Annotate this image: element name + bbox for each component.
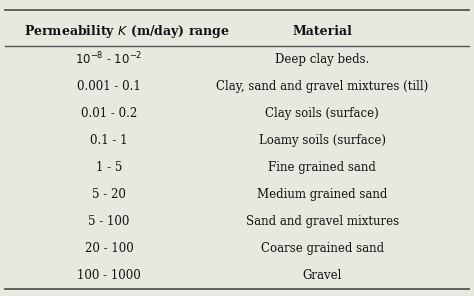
Text: Permeability $K$ (m/day) range: Permeability $K$ (m/day) range (24, 22, 230, 40)
Text: Deep clay beds.: Deep clay beds. (275, 53, 370, 66)
Text: 5 - 20: 5 - 20 (92, 188, 126, 201)
Text: 5 - 100: 5 - 100 (88, 215, 130, 228)
Text: 0.001 - 0.1: 0.001 - 0.1 (77, 80, 141, 93)
Text: Clay soils (surface): Clay soils (surface) (265, 107, 379, 120)
Text: Loamy soils (surface): Loamy soils (surface) (259, 134, 386, 147)
Text: Material: Material (292, 25, 352, 38)
Text: Medium grained sand: Medium grained sand (257, 188, 388, 201)
Text: Fine grained sand: Fine grained sand (268, 161, 376, 174)
Text: 1 - 5: 1 - 5 (96, 161, 122, 174)
Text: Gravel: Gravel (302, 268, 342, 281)
Text: Clay, sand and gravel mixtures (till): Clay, sand and gravel mixtures (till) (216, 80, 428, 93)
Text: Sand and gravel mixtures: Sand and gravel mixtures (246, 215, 399, 228)
Text: 0.1 - 1: 0.1 - 1 (90, 134, 128, 147)
Text: 100 - 1000: 100 - 1000 (77, 268, 141, 281)
Text: $10^{-8}$ - $10^{-2}$: $10^{-8}$ - $10^{-2}$ (75, 51, 143, 68)
Text: 0.01 - 0.2: 0.01 - 0.2 (81, 107, 137, 120)
Text: Coarse grained sand: Coarse grained sand (261, 242, 384, 255)
Text: 20 - 100: 20 - 100 (85, 242, 133, 255)
